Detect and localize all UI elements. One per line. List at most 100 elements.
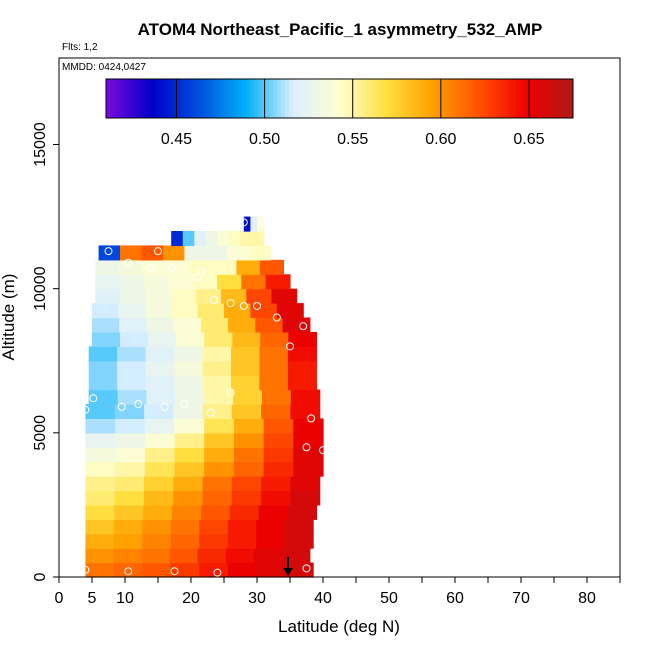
heatmap-cell <box>233 461 265 477</box>
heatmap-cell <box>88 389 119 405</box>
heatmap-cell <box>118 303 146 319</box>
colorbar-segment <box>541 79 547 118</box>
heatmap-cell <box>174 447 205 463</box>
heatmap-cell <box>85 519 115 535</box>
heatmap-cell <box>114 490 145 506</box>
colorbar-segment <box>316 79 321 118</box>
heatmap-cell <box>117 360 147 376</box>
heatmap-cell <box>142 562 172 578</box>
colorbar-segment <box>269 79 274 118</box>
heatmap-cell <box>221 288 247 304</box>
heatmap-cell <box>205 245 228 261</box>
heatmap-cell <box>85 533 115 549</box>
colorbar-segment <box>312 79 317 118</box>
sample-point <box>226 299 235 308</box>
heatmap-cell <box>114 404 145 420</box>
colorbar-segment <box>351 79 356 118</box>
heatmap-cell <box>85 418 116 434</box>
colorbar-segment <box>125 79 130 118</box>
heatmap-cell <box>120 331 149 347</box>
heatmap-cell <box>284 519 314 535</box>
colorbar-segment <box>109 79 115 118</box>
colorbar-segment <box>226 79 232 118</box>
colorbar-segment <box>518 79 523 118</box>
heatmap-cell <box>217 231 230 247</box>
sample-point <box>160 402 169 411</box>
heatmap-cell <box>119 317 148 333</box>
colorbar-segment <box>214 79 220 118</box>
colorbar-segment <box>425 79 430 118</box>
colorbar-segment <box>565 79 570 118</box>
heatmap-cell <box>85 562 115 578</box>
colorbar-tick-label: 0.65 <box>513 131 544 148</box>
heatmap-cell <box>204 432 235 448</box>
heatmap-cell <box>197 548 227 564</box>
heatmap-cell <box>85 432 116 448</box>
colorbar-tick-label: 0.55 <box>337 131 368 148</box>
heatmap-cell <box>261 476 292 492</box>
colorbar-frame <box>105 78 574 119</box>
heatmap-cell <box>143 504 173 520</box>
colorbar-segment <box>296 79 302 118</box>
heatmap-cell <box>143 404 174 420</box>
heatmap-cell <box>204 461 235 477</box>
sample-point <box>213 568 222 577</box>
heatmap-cell <box>216 274 242 290</box>
heatmap-cell <box>174 432 205 448</box>
colorbar-segment <box>183 79 189 118</box>
colorbar-segment <box>452 79 457 118</box>
colorbar-segment <box>257 79 263 118</box>
heatmap-cell <box>200 317 229 333</box>
heatmap-cell <box>113 533 143 549</box>
heatmap-cell <box>173 490 204 506</box>
flights-label: Flts: 1,2 <box>62 42 98 53</box>
heatmap-cell <box>248 245 271 261</box>
heatmap-cell <box>246 288 273 304</box>
heatmap-cell <box>142 519 172 535</box>
colorbar-segment <box>569 79 574 118</box>
heatmap-cell <box>293 418 324 434</box>
colorbar-segment <box>549 79 555 118</box>
colorbar-segment <box>530 79 535 118</box>
heatmap-cell <box>144 303 172 319</box>
colorbar-segment <box>230 79 235 118</box>
heatmap-cell <box>231 360 261 376</box>
y-tick-label: 10000 <box>32 266 49 311</box>
x-tick-label: 20 <box>182 590 200 607</box>
colorbar-segment <box>277 79 282 118</box>
heatmap-cell <box>259 259 284 275</box>
sample-point <box>319 446 327 455</box>
sample-point <box>302 443 311 452</box>
sample-point <box>272 313 281 322</box>
heatmap-cell <box>146 389 176 405</box>
heatmap-cell <box>113 548 143 564</box>
colorbar-segment <box>187 79 193 118</box>
heatmap-cell <box>88 375 118 391</box>
colorbar-segment <box>343 79 348 118</box>
heatmap-cell <box>162 245 185 261</box>
heatmap-cell <box>175 389 205 405</box>
heatmap-cell <box>200 504 231 520</box>
heatmap-cell <box>118 259 143 275</box>
sample-point <box>170 567 179 576</box>
heatmap-cell <box>293 461 324 477</box>
heatmap-cell <box>232 331 261 347</box>
heatmap-cell <box>170 288 197 304</box>
heatmap-cell <box>281 548 311 564</box>
heatmap-cell <box>170 562 200 578</box>
heatmap-cell <box>276 303 304 319</box>
colorbar-segment <box>211 79 216 118</box>
colorbar-segment <box>374 79 379 118</box>
colorbar-segment <box>292 79 298 118</box>
heatmap-cell <box>114 476 145 492</box>
heatmap-cell <box>197 303 225 319</box>
colorbar-segment <box>253 79 259 118</box>
colorbar-segment <box>347 79 352 118</box>
heatmap-cell <box>199 562 229 578</box>
colorbar-segment <box>327 79 333 118</box>
heatmap-cell <box>144 418 176 434</box>
sample-point <box>124 567 133 576</box>
sample-point <box>299 322 308 331</box>
heatmap-cell <box>117 375 147 391</box>
colorbar: 0.45 0.50 0.55 0.60 0.65 <box>105 78 574 148</box>
